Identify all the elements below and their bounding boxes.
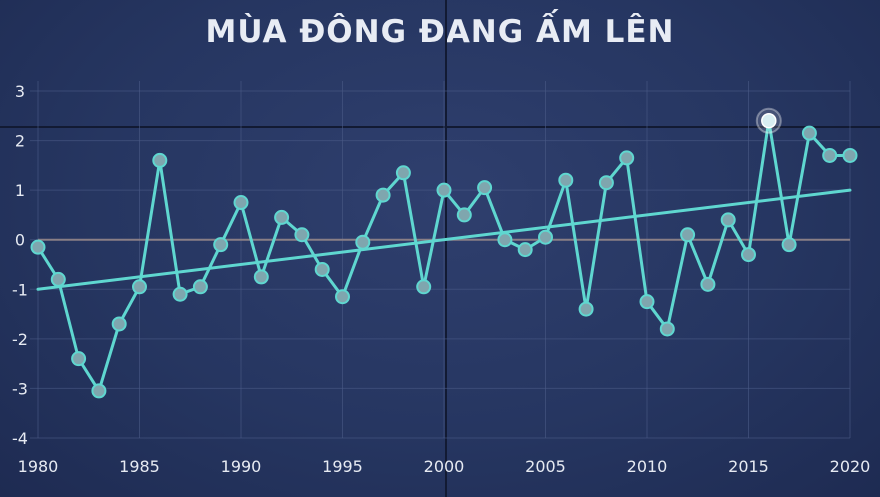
data-point xyxy=(294,227,310,243)
data-point xyxy=(741,247,756,263)
trend-line xyxy=(36,188,852,291)
data-point xyxy=(314,261,330,277)
data-point xyxy=(416,279,432,295)
x-tick-label: 1980 xyxy=(18,457,59,476)
x-tick-label: 1990 xyxy=(221,457,262,476)
data-point xyxy=(578,301,594,317)
data-point xyxy=(598,175,614,191)
chart-title: MÙA ĐÔNG ĐANG ẤM LÊN xyxy=(205,14,675,50)
data-point xyxy=(720,212,736,228)
data-point xyxy=(822,147,838,163)
data-point xyxy=(538,229,553,245)
y-tick-label: -1 xyxy=(12,280,28,299)
y-tick-label: -2 xyxy=(12,330,28,349)
y-tick-label: -4 xyxy=(12,429,28,448)
data-point xyxy=(152,152,168,168)
data-point xyxy=(558,172,574,188)
data-point xyxy=(456,207,472,223)
data-point xyxy=(639,294,655,310)
data-point xyxy=(233,195,249,211)
y-tick-label: 2 xyxy=(15,132,25,151)
data-point xyxy=(659,321,675,337)
y-tick-label: 0 xyxy=(15,231,25,250)
data-point xyxy=(395,165,411,181)
data-point xyxy=(375,187,391,203)
data-point xyxy=(253,269,269,285)
data-point xyxy=(335,289,350,305)
x-tick-label: 2020 xyxy=(830,457,871,476)
y-tick-label: 3 xyxy=(15,82,25,101)
data-point xyxy=(700,276,716,292)
x-tick-label: 2005 xyxy=(525,457,566,476)
data-point xyxy=(172,286,188,302)
x-tick-label: 2015 xyxy=(728,457,769,476)
data-point xyxy=(132,279,147,295)
data-point xyxy=(801,125,817,141)
highlight-point xyxy=(761,112,777,129)
x-tick-label: 1995 xyxy=(322,457,363,476)
data-point xyxy=(30,239,46,255)
x-tick-label: 2000 xyxy=(424,457,465,476)
data-point xyxy=(50,271,66,287)
data-point xyxy=(192,279,208,295)
data-point xyxy=(680,227,696,243)
data-point xyxy=(477,180,493,196)
data-point xyxy=(497,232,513,248)
y-tick-label: -3 xyxy=(12,379,28,398)
data-point xyxy=(213,237,229,253)
data-point xyxy=(71,351,87,367)
y-tick-label: 1 xyxy=(15,181,25,200)
data-point xyxy=(517,242,533,258)
data-point xyxy=(111,316,127,332)
data-point xyxy=(274,209,290,225)
data-point xyxy=(842,147,858,163)
data-point xyxy=(619,150,635,166)
x-tick-label: 2010 xyxy=(627,457,668,476)
data-point xyxy=(355,234,371,250)
x-tick-label: 1985 xyxy=(119,457,160,476)
data-point xyxy=(781,237,797,253)
data-point xyxy=(91,383,107,399)
data-point xyxy=(436,182,452,198)
